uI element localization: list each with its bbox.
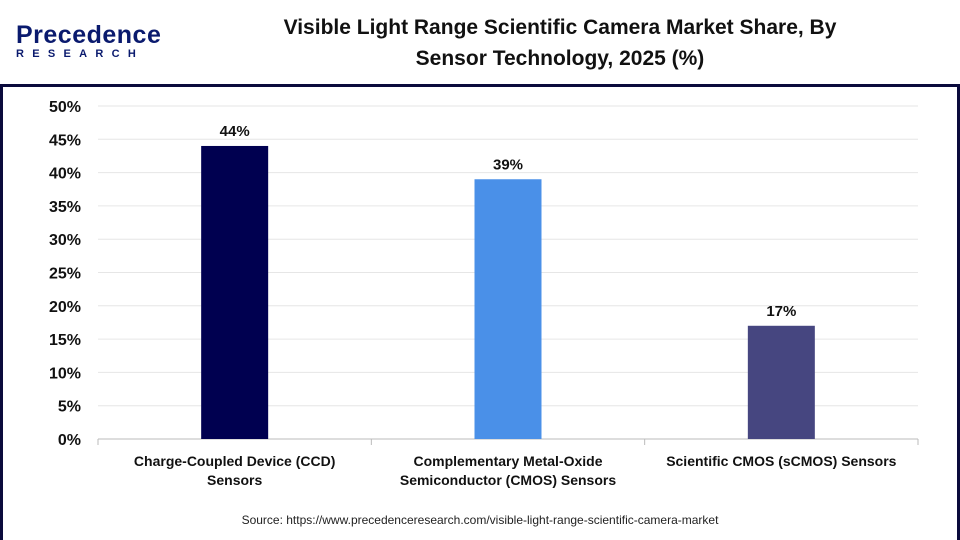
bar-1 [201, 145, 269, 439]
y-tick-label: 5% [58, 399, 81, 416]
bar-3 [747, 325, 815, 439]
y-tick-label: 50% [49, 99, 81, 116]
logo-subtitle: RESEARCH [16, 48, 145, 60]
data-label: 17% [766, 303, 796, 320]
source-note: Source: https://www.precedenceresearch.c… [241, 513, 719, 527]
y-tick-label: 45% [49, 132, 81, 149]
y-tick-label: 30% [49, 232, 81, 249]
x-category-label: Semiconductor (CMOS) Sensors [400, 472, 616, 488]
x-category-label: Sensors [207, 472, 262, 488]
x-category-label: Complementary Metal-Oxide [413, 453, 602, 469]
logo: Precedence RESEARCH [16, 21, 162, 62]
chart-title-line-1: Visible Light Range Scientific Camera Ma… [283, 16, 837, 39]
chart-title-line-2: Sensor Technology, 2025 (%) [415, 47, 705, 70]
header: Precedence RESEARCH Visible Light Range … [0, 0, 960, 84]
y-tick-label: 40% [49, 166, 81, 183]
y-tick-label: 10% [49, 365, 81, 382]
logo-wordmark: Precedence [16, 21, 162, 49]
x-category-label: Scientific CMOS (sCMOS) Sensors [666, 453, 896, 469]
bar-2 [474, 179, 542, 439]
y-tick-label: 35% [49, 199, 81, 216]
y-tick-label: 15% [49, 332, 81, 349]
y-tick-label: 20% [49, 299, 81, 316]
x-category-label: Charge-Coupled Device (CCD) [134, 453, 335, 469]
y-tick-label: 0% [58, 432, 81, 449]
y-tick-label: 25% [49, 266, 81, 283]
data-label: 44% [220, 123, 250, 140]
chart-title: Visible Light Range Scientific Camera Ma… [200, 12, 920, 74]
data-label: 39% [493, 156, 523, 173]
